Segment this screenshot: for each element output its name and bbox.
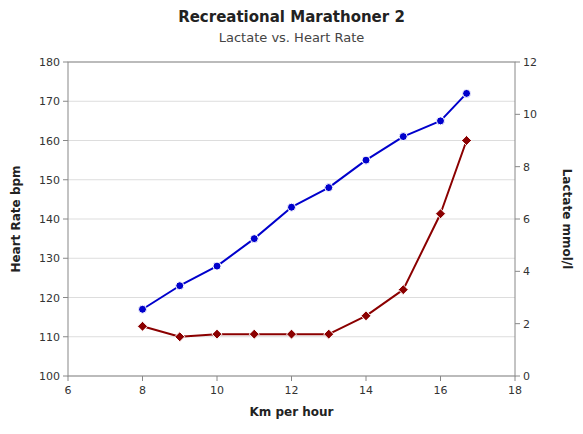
- y-tick: [63, 336, 68, 337]
- y-axis-label: Heart Rate bpm: [9, 165, 23, 272]
- y-tick: [63, 297, 68, 298]
- y2-tick: [515, 323, 520, 324]
- y-axis: 100 110 120 130 140 150 160 170 180: [39, 56, 68, 383]
- x-axis-label: Km per hour: [249, 405, 333, 419]
- diamond-marker: [462, 136, 472, 146]
- circle-marker: [139, 305, 147, 313]
- x-tick-label: 8: [139, 384, 146, 397]
- y-tick: [63, 140, 68, 141]
- title: Recreational Marathoner 2: [178, 8, 405, 26]
- y2-tick-label: 10: [523, 108, 537, 121]
- diamond-marker: [249, 329, 259, 339]
- circle-marker: [213, 262, 221, 270]
- plot-area: [138, 89, 472, 341]
- x-tick: [217, 376, 218, 381]
- y2-tick-label: 8: [523, 161, 530, 174]
- grid-line: [68, 219, 515, 220]
- y2-tick-label: 2: [523, 318, 530, 331]
- x-tick: [366, 376, 367, 381]
- x-tick-label: 12: [285, 384, 299, 397]
- y2-tick: [515, 219, 520, 220]
- diamond-marker: [324, 329, 334, 339]
- grid-line: [68, 179, 515, 180]
- x-tick: [291, 376, 292, 381]
- x-tick-label: 16: [434, 384, 448, 397]
- y2-tick: [515, 114, 520, 115]
- y-tick: [63, 101, 68, 102]
- y2-tick-label: 12: [523, 56, 537, 69]
- y-tick: [63, 179, 68, 180]
- x-tick-label: 14: [359, 384, 373, 397]
- circle-marker: [325, 184, 333, 192]
- series: [139, 89, 471, 313]
- y-tick-label: 120: [39, 292, 60, 305]
- y2-tick: [515, 376, 520, 377]
- y2-tick: [515, 271, 520, 272]
- y-tick: [63, 258, 68, 259]
- diamond-marker: [398, 285, 408, 295]
- y-tick-label: 110: [39, 331, 60, 344]
- y2-tick-label: 6: [523, 213, 530, 226]
- y-tick-label: 180: [39, 56, 60, 69]
- diamond-marker: [287, 329, 297, 339]
- subtitle: Lactate vs. Heart Rate: [219, 30, 365, 45]
- diamond-marker: [175, 332, 185, 342]
- circle-marker: [437, 117, 445, 125]
- series: [138, 136, 472, 342]
- y-tick-label: 170: [39, 95, 60, 108]
- y-tick: [63, 219, 68, 220]
- x-tick: [68, 376, 69, 381]
- grid: [68, 62, 515, 376]
- x-tick: [142, 376, 143, 381]
- y-tick: [63, 62, 68, 63]
- grid-line: [68, 101, 515, 102]
- circle-marker: [463, 89, 471, 97]
- line: [143, 93, 467, 309]
- circle-marker: [362, 156, 370, 164]
- x-tick: [440, 376, 441, 381]
- y-tick: [63, 376, 68, 377]
- x-tick-label: 18: [508, 384, 522, 397]
- y-tick-label: 130: [39, 252, 60, 265]
- diamond-marker: [436, 209, 446, 219]
- diamond-marker: [361, 311, 371, 321]
- y2-tick: [515, 62, 520, 63]
- grid-line: [68, 297, 515, 298]
- y-tick-label: 100: [39, 370, 60, 383]
- chart: Recreational Marathoner 2 Lactate vs. Hea…: [0, 0, 583, 434]
- y2-tick-label: 0: [523, 370, 530, 383]
- y-tick-label: 150: [39, 174, 60, 187]
- x-tick-label: 6: [65, 384, 72, 397]
- circle-marker: [250, 235, 258, 243]
- y2-tick-label: 4: [523, 265, 530, 278]
- line: [143, 141, 467, 337]
- grid-line: [68, 258, 515, 259]
- circle-marker: [399, 133, 407, 141]
- y-tick-label: 140: [39, 213, 60, 226]
- x-tick: [515, 376, 516, 381]
- diamond-marker: [212, 329, 222, 339]
- y2-axis-label: Lactate mmol/l: [560, 169, 574, 270]
- x-tick-label: 10: [210, 384, 224, 397]
- plot-frame: [68, 62, 515, 376]
- circle-marker: [176, 282, 184, 290]
- circle-marker: [288, 203, 296, 211]
- diamond-marker: [138, 321, 148, 331]
- grid-line: [68, 140, 515, 141]
- y-tick-label: 160: [39, 135, 60, 148]
- x-axis: 6 8 10 12 14 16 18: [65, 376, 523, 397]
- y2-tick: [515, 166, 520, 167]
- y2-axis: 0 2 4 6 8 10 12: [515, 56, 537, 383]
